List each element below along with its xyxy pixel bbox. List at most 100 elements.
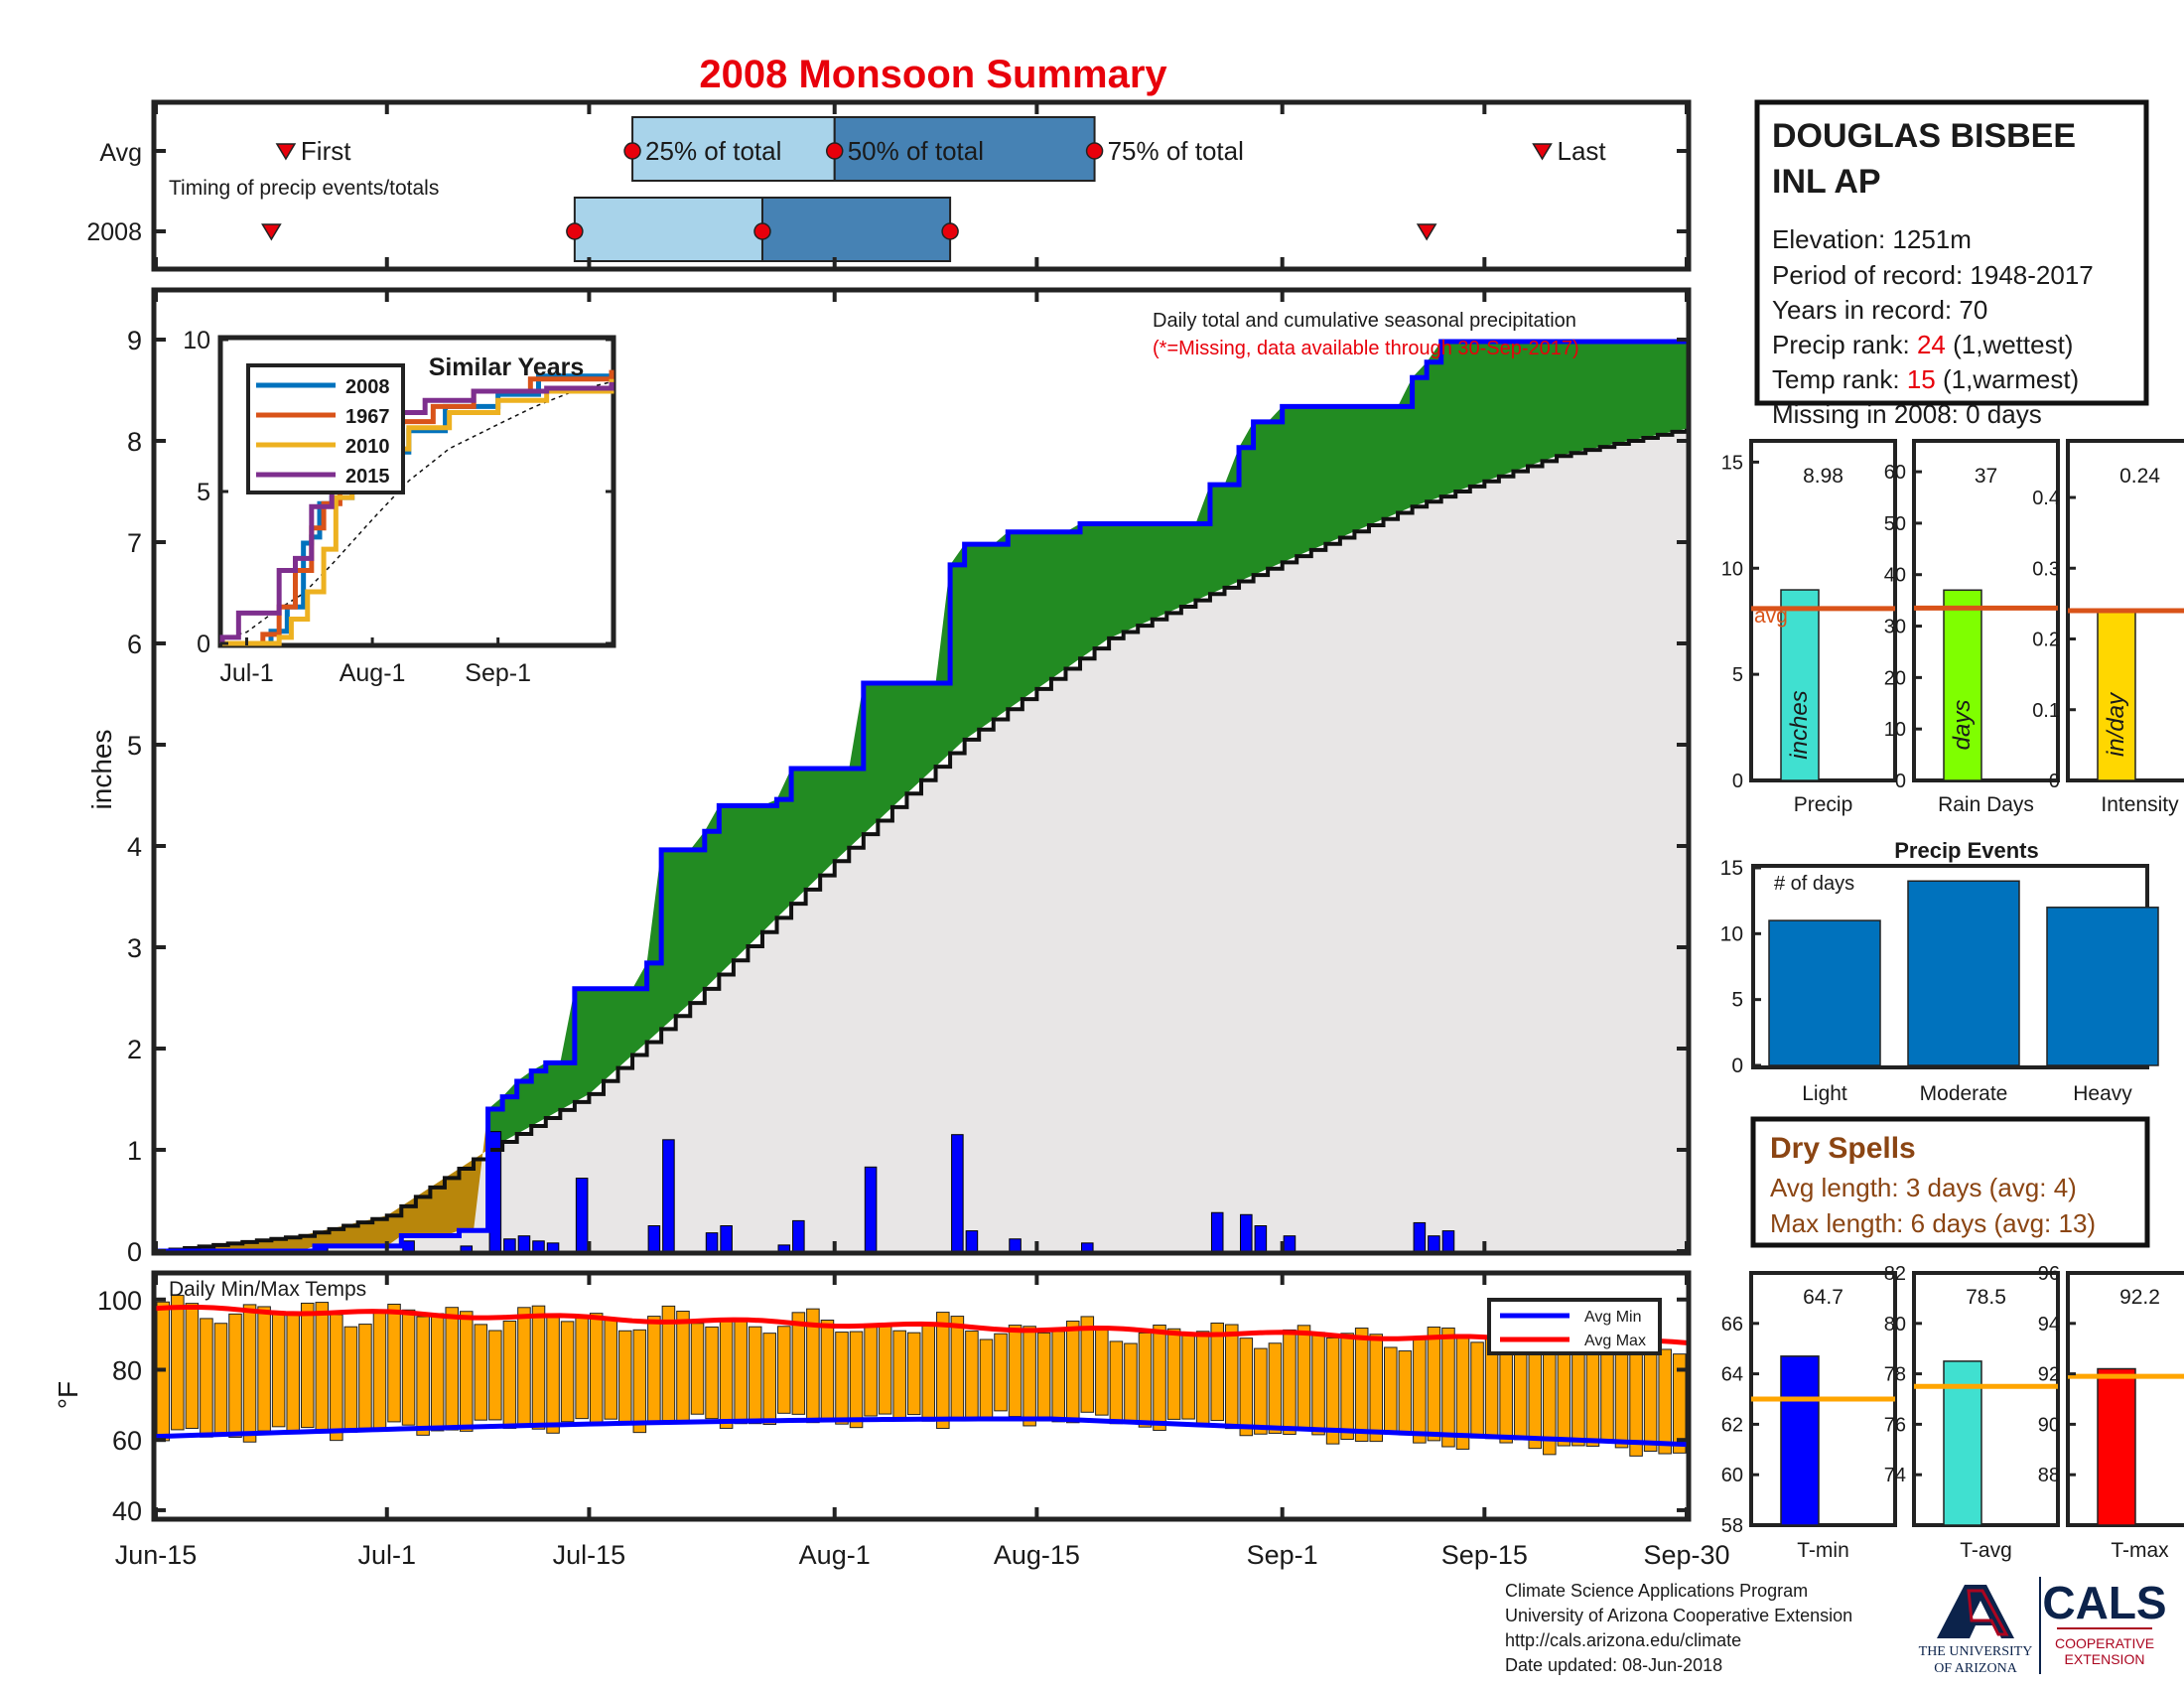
surplus-area [487,342,1687,1150]
events-y-tick-label: 10 [1720,922,1743,945]
temp-y-tick-label: 80 [112,1355,142,1385]
stat-bar-1 [1943,589,1982,781]
daily-temp-range-bar [1051,1331,1065,1423]
daily-temp-range-bar [1036,1332,1051,1422]
stat-y-tick-label: 0.1 [2032,700,2060,722]
timing-q50-label: 50% of total [848,136,984,166]
precip-event-bar [1768,919,1881,1066]
daily-precip-bar [503,1238,516,1252]
logo-ua-line1: THE UNIVERSITY [1919,1644,2033,1659]
daily-temp-range-bar [1239,1337,1254,1437]
timing-last-label: Last [1558,136,1607,166]
daily-temp-range-bar [315,1302,330,1433]
daily-temp-range-bar [1340,1333,1354,1440]
daily-temp-range-bar [387,1303,401,1423]
temp-y-tick-label: 60 [112,1426,142,1456]
daily-temp-range-bar [777,1326,791,1414]
stat-y-tick-label: 10 [1721,558,1743,580]
daily-temp-range-bar [676,1311,690,1423]
daily-precip-bar [546,1242,560,1252]
temp-title: Daily Min/Max Temps [169,1278,366,1301]
daily-temp-range-bar [1384,1346,1398,1432]
daily-temp-range-bar [575,1317,589,1420]
daily-temp-range-bar [546,1315,560,1434]
daily-precip-bar [777,1244,791,1252]
temp-legend: Avg Min Avg Max [1487,1298,1662,1355]
dry-spells-avg: Avg length: 3 days (avg: 4) [1770,1173,2077,1202]
stat-frame-1 [1912,439,2060,782]
main-y-tick-label: 9 [127,326,142,355]
main-layer [156,339,1689,1254]
daily-temp-range-bar [820,1320,835,1421]
stat-y-tick-label: 15 [1721,452,1743,474]
daily-precip-bar [965,1230,979,1252]
daily-temp-range-bar [705,1326,719,1420]
daily-temp-range-bar [1254,1347,1268,1435]
precip-rank-label: Precip rank: [1772,330,1917,359]
avg-max-line [155,1304,1688,1346]
daily-temp-range-bar [921,1322,936,1422]
daily-temp-range-bar [474,1324,488,1421]
daily-temp-range-bar [430,1313,445,1432]
precip-event-bar [1907,880,2020,1066]
daily-temp-range-bar [1528,1351,1543,1450]
daily-precip-bar [1283,1235,1297,1252]
temp-stat-y-tick-label: 58 [1721,1515,1743,1537]
timing-row-avg: Avg [99,139,142,167]
daily-temp-range-bar [1413,1338,1427,1444]
main-x-tick-label: Jul-1 [357,1540,416,1570]
temp-stat-y-tick-label: 64 [1721,1364,1743,1386]
daily-temp-range-bar [791,1312,806,1415]
year-q75-marker [941,222,959,240]
station-elevation: Elevation: 1251m [1772,224,1972,254]
temp-stat-y-tick-label: 78 [1884,1364,1906,1386]
daily-temp-range-bar [200,1318,213,1438]
dry-spells-max: Max length: 6 days (avg: 13) [1770,1208,2096,1238]
footer-line3: http://cals.arizona.edu/climate [1505,1630,1741,1650]
daily-precip-bar [1210,1211,1224,1252]
daily-temp-range-bar [416,1316,430,1436]
main-y-tick-label: 7 [127,528,142,558]
main-x-tick-label: Aug-1 [799,1540,871,1570]
daily-temp-range-bar [286,1311,300,1433]
stat-inner-0: inches [1786,690,1813,759]
daily-temp-range-bar [1427,1327,1441,1442]
temp-axis-ticks: 40 60 80 100 [97,1273,1689,1526]
daily-temp-range-bar [1658,1348,1672,1455]
temp-y-tick-label: 100 [97,1286,142,1316]
temp-stat-y-tick-label: 90 [2038,1414,2060,1436]
daily-temp-range-bar [1210,1322,1224,1422]
daily-temp-range-bar [589,1313,604,1424]
daily-temp-range-bar [864,1323,878,1417]
temp-legend-box [1487,1298,1662,1355]
inset-y-tick-label: 5 [197,479,210,506]
station-precip-rank: Precip rank: 24 (1,wettest) [1772,330,2073,359]
daily-temp-range-bar [372,1310,387,1431]
daily-temp-range-bar [300,1302,315,1429]
university-of-arizona-logo: THE UNIVERSITY OF ARIZONA CALS COOPERATI… [1919,1577,2167,1676]
precip-event-label: Light [1802,1082,1847,1105]
temp-stat-label-2: T-max [2111,1539,2169,1562]
events-y-tick-label: 0 [1731,1055,1743,1077]
stat-y-tick-label: 0 [2049,771,2060,792]
daily-precip-bar [532,1240,545,1252]
stat-value-1: 37 [1975,465,1997,488]
temp-stat-bars: 58 60 62 64 66 64.7 T-min 74 76 78 80 82 78.5 T-avg 88… [1721,1263,2184,1562]
main-y-tick-label: 3 [127,933,142,963]
daily-precip-bar [1441,1230,1455,1252]
daily-precip-bar [1081,1242,1094,1252]
stat-y-tick-label: 50 [1884,513,1906,535]
daily-temp-range-bar [632,1329,647,1434]
events-y-tick-label: 15 [1720,857,1743,880]
main-y-tick-label: 8 [127,427,142,457]
daily-precip-bar [460,1245,474,1252]
cumulative-2008-line [156,339,1687,1254]
daily-temp-range-bar [849,1331,864,1429]
temp-plot-frame [151,1270,1692,1522]
avg-cumulative-line [156,428,1689,1253]
stat-y-tick-label: 60 [1884,462,1906,484]
year-q25-q50-box [573,197,763,262]
deficit-area [156,1109,488,1251]
avg-q50-q75-box [833,116,1096,182]
